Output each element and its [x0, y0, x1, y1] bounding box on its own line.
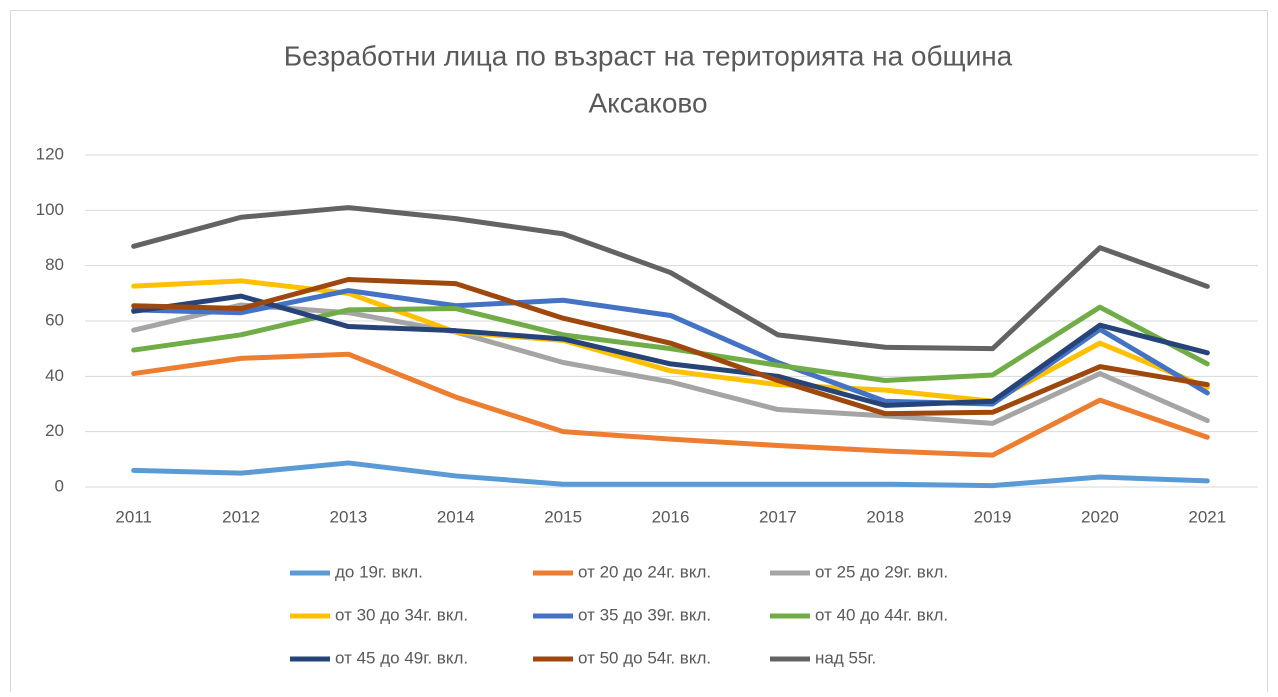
series-line	[131, 351, 1210, 458]
legend-label: от 35 до 39г. вкл.	[578, 605, 711, 624]
legend-label: от 30 до 34г. вкл.	[335, 605, 468, 624]
x-tick-label: 2015	[544, 507, 582, 526]
x-tick-label: 2018	[866, 507, 904, 526]
series-line	[131, 277, 1210, 417]
y-tick-label: 0	[55, 476, 64, 495]
y-tick-label: 40	[45, 366, 64, 385]
series-line	[131, 288, 1210, 407]
legend-label: от 45 до 49г. вкл.	[335, 648, 468, 667]
x-tick-label: 2021	[1188, 507, 1226, 526]
x-tick-label: 2014	[437, 507, 475, 526]
series-line	[131, 293, 1210, 408]
x-tick-label: 2012	[222, 507, 260, 526]
legend-label: от 25 до 29г. вкл.	[815, 562, 948, 581]
legend-label: от 20 до 24г. вкл.	[578, 562, 711, 581]
y-tick-label: 60	[45, 310, 64, 329]
series-line	[131, 205, 1210, 352]
y-tick-label: 120	[36, 144, 64, 163]
x-tick-label: 2019	[974, 507, 1012, 526]
y-tick-label: 20	[45, 421, 64, 440]
x-tick-label: 2020	[1081, 507, 1119, 526]
x-tick-label: 2013	[329, 507, 367, 526]
chart-title: Безработни лица по възраст на територият…	[284, 40, 1013, 71]
series-line	[131, 302, 1210, 426]
y-tick-label: 100	[36, 200, 64, 219]
x-tick-label: 2017	[759, 507, 797, 526]
legend-label: от 50 до 54г. вкл.	[578, 648, 711, 667]
series-line	[131, 460, 1210, 489]
chart-title: Аксаково	[588, 87, 707, 118]
legend-label: над 55г.	[815, 648, 876, 667]
x-tick-label: 2011	[115, 507, 152, 526]
legend-label: от 40 до 44г. вкл.	[815, 605, 948, 624]
legend-label: до 19г. вкл.	[335, 562, 423, 581]
x-tick-label: 2016	[652, 507, 690, 526]
y-tick-label: 80	[45, 255, 64, 274]
